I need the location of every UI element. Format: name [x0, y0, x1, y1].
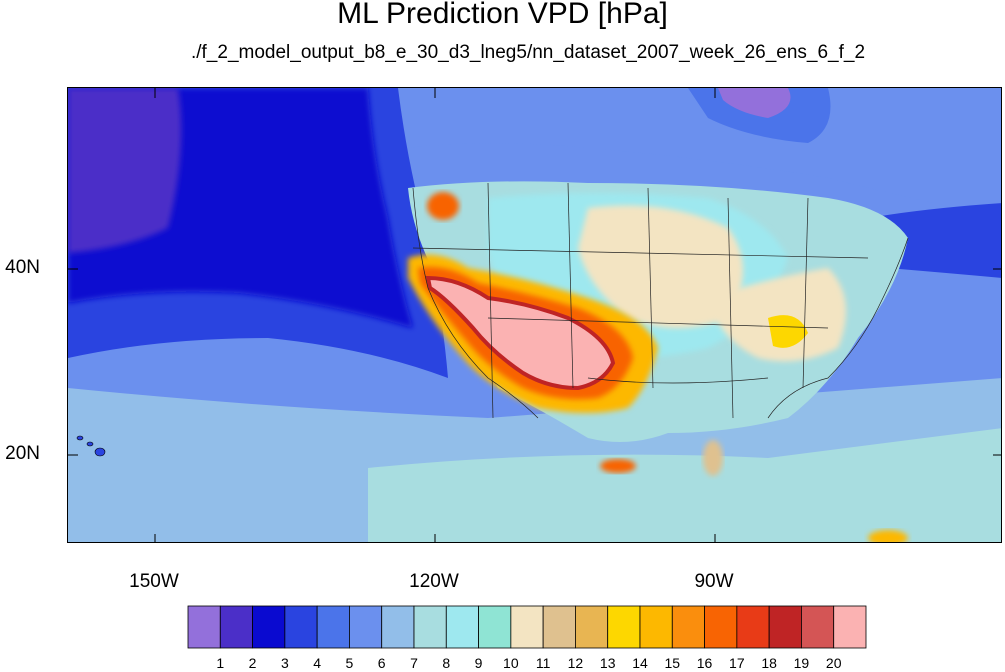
sw-contour — [425, 275, 616, 391]
hudson-violet — [718, 88, 791, 118]
chart-subtitle: ./f_2_model_output_b8_e_30_d3_lneg5/nn_d… — [190, 42, 866, 63]
ocean-south-light — [368, 428, 1001, 542]
colorbar-swatch — [219, 605, 253, 649]
colorbar-swatch — [316, 605, 350, 649]
vpd-map — [67, 87, 1002, 543]
colorbar-swatch — [381, 605, 415, 649]
colorbar-swatch — [510, 605, 544, 649]
colorbar-swatch — [478, 605, 512, 649]
colorbar-swatch — [445, 605, 479, 649]
hawaii — [76, 435, 106, 457]
lat-label-20n: 20N — [5, 443, 40, 464]
colorbar-swatch — [349, 605, 383, 649]
colorbar-tick-label: 20 — [825, 655, 842, 671]
southeast-tan — [708, 268, 846, 362]
colorbar-swatch — [639, 605, 673, 649]
colorbar-swatch — [284, 605, 318, 649]
colorbar-tick-label: 9 — [474, 655, 483, 671]
colorbar-tick-label: 6 — [377, 655, 386, 671]
southeast-yellow — [768, 315, 808, 348]
colorbar-swatch — [187, 605, 221, 649]
colorbar-tick-label: 13 — [599, 655, 616, 671]
colorbar-swatch — [575, 605, 609, 649]
sw-pink — [428, 278, 613, 388]
colorbar-swatch — [413, 605, 447, 649]
ticks — [68, 88, 1001, 542]
colorbar-tick-label: 7 — [410, 655, 418, 671]
colorbar-swatch — [607, 605, 641, 649]
colorbar-tick-label: 3 — [280, 655, 289, 671]
colorbar — [187, 605, 867, 649]
colorbar-tick-label: 18 — [761, 655, 777, 671]
colorbar-swatch — [801, 605, 835, 649]
colorbar-tick-label: 4 — [313, 655, 322, 671]
colorbar-swatch — [833, 605, 867, 649]
colorbar-swatch — [768, 605, 802, 649]
mexico-hotspot — [600, 459, 636, 473]
plains-tan — [578, 205, 743, 328]
lon-label-90w: 90W — [694, 571, 734, 592]
colorbar-tick-label: 10 — [503, 655, 519, 671]
colorbar-swatch — [704, 605, 738, 649]
colorbar-tick-label: 5 — [345, 655, 354, 671]
colorbar-tick-label: 16 — [696, 655, 713, 671]
colorbar-tick-label: 19 — [793, 655, 810, 671]
lon-label-120w: 120W — [409, 571, 459, 592]
canada — [408, 88, 1001, 218]
colorbar-tick-label: 15 — [664, 655, 681, 671]
nw-hotspot — [427, 192, 459, 220]
colorbar-swatch — [671, 605, 705, 649]
colorbar-tick-label: 14 — [632, 655, 648, 671]
lon-label-150w: 150W — [129, 571, 179, 592]
colorbar-swatch — [542, 605, 576, 649]
pacific-violet — [68, 88, 182, 253]
colorbar-tick-label: 1 — [216, 655, 225, 671]
chart-title: ML Prediction VPD [hPa] — [337, 0, 668, 30]
colorbar-swatch — [736, 605, 770, 649]
lat-label-40n: 40N — [5, 257, 40, 278]
south-hotspot — [868, 530, 908, 542]
colorbar-swatch — [252, 605, 286, 649]
state-lines — [412, 182, 909, 419]
colorbar-tick-label: 11 — [535, 655, 551, 671]
colorbar-tick-label: 17 — [729, 655, 745, 671]
colorbar-tick-label: 8 — [442, 655, 451, 671]
yucatan-tan — [703, 440, 723, 476]
colorbar-tick-label: 12 — [567, 655, 584, 671]
vpd-field — [68, 88, 1001, 542]
colorbar-tick-label: 2 — [248, 655, 257, 671]
